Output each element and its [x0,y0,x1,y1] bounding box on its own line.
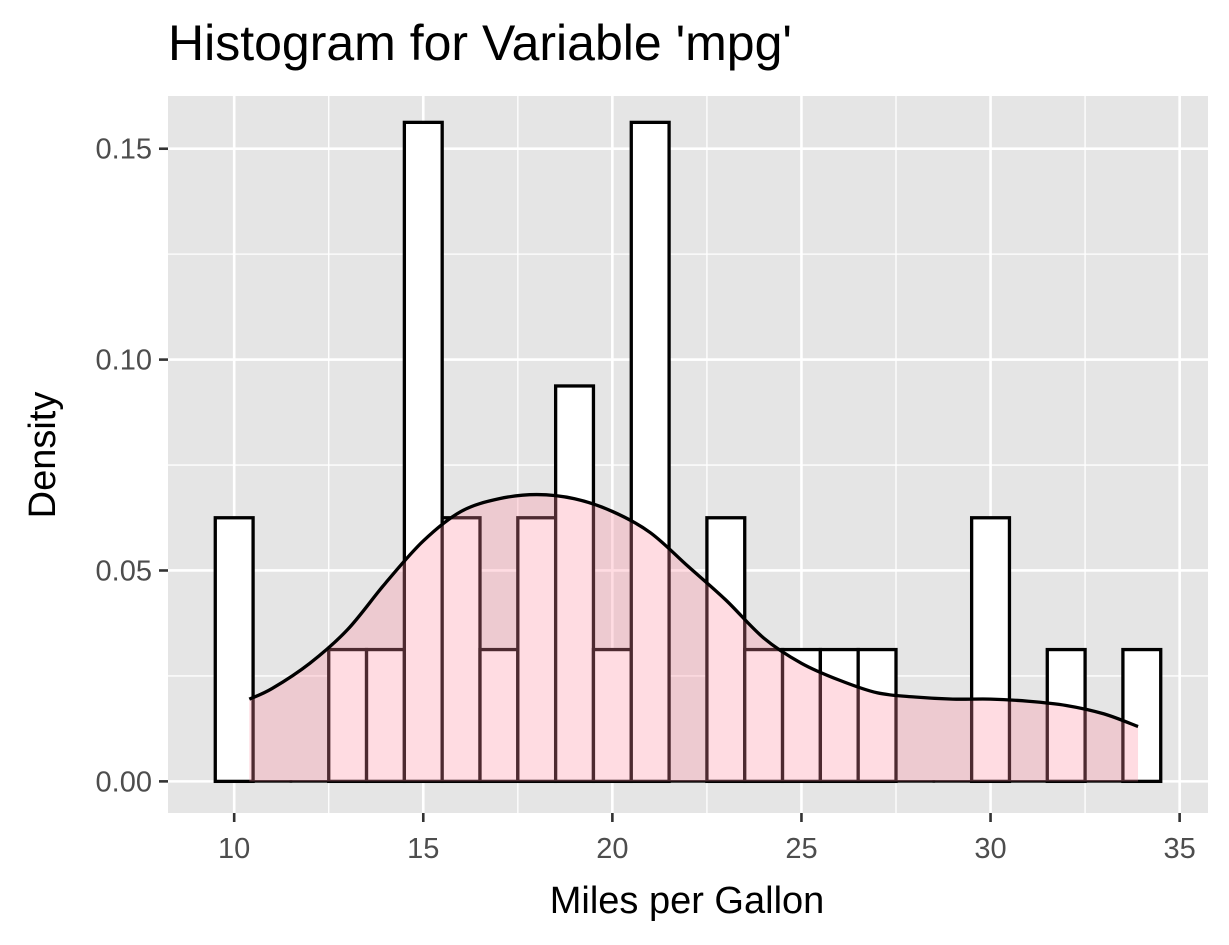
histogram-bar [402,120,444,784]
x-tick-label: 20 [596,833,628,865]
histogram-bar [478,647,520,784]
histogram-bars [213,120,1163,784]
x-tick-label: 10 [218,833,250,865]
histogram-bar [327,647,369,784]
histogram-bar [364,647,407,784]
histogram-bar [553,384,596,784]
histogram-bar [743,647,785,784]
x-tick-label: 15 [407,833,439,865]
x-tick-label: 30 [974,833,1006,865]
y-axis-title: Density [22,392,64,519]
x-tick-labels: 10 15 20 25 30 35 [218,833,1196,865]
density-curve-layer [248,492,1139,782]
histogram-bar [440,516,482,784]
y-tick-label: 0.05 [96,555,152,587]
histogram-bar [1121,647,1163,784]
histogram-bar [629,120,671,784]
histogram-bar [969,516,1012,784]
density-line [248,492,1139,729]
y-tick-label: 0.15 [96,134,152,166]
histogram-bar [1045,647,1087,784]
density-area [249,494,1139,782]
histogram-bar [780,647,823,784]
y-tick-label: 0.00 [96,766,152,798]
x-tick-label: 25 [785,833,817,865]
x-tick-label: 35 [1164,833,1196,865]
histogram-bar [705,516,747,784]
x-axis-title: Miles per Gallon [550,880,825,922]
axis-ticks [159,147,1181,822]
y-tick-labels: 0.00 0.05 0.10 0.15 [96,134,152,799]
y-tick-label: 0.10 [96,345,152,377]
histogram-bar [856,647,898,784]
histogram-bar [213,516,255,784]
chart-title: Histogram for Variable 'mpg' [168,15,792,71]
histogram-bar [516,516,558,784]
